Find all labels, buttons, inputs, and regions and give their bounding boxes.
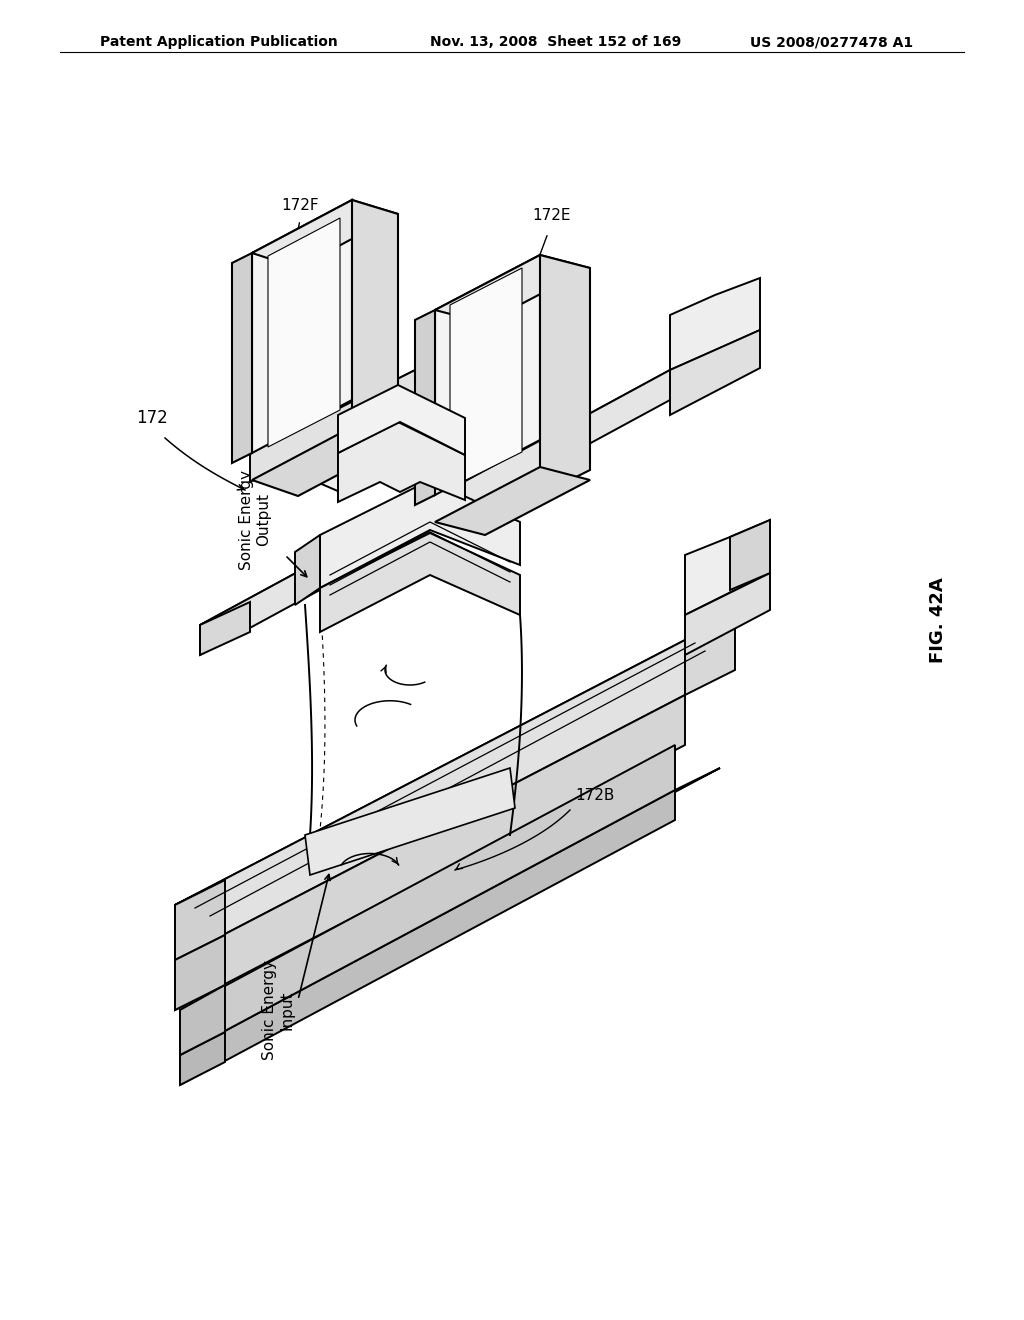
Text: Sonic Energy
Input: Sonic Energy Input — [262, 960, 294, 1060]
Polygon shape — [180, 1032, 225, 1085]
Polygon shape — [250, 345, 465, 482]
Text: 172A: 172A — [369, 562, 408, 578]
Polygon shape — [670, 279, 760, 370]
Polygon shape — [180, 985, 225, 1055]
Polygon shape — [252, 426, 398, 496]
Polygon shape — [435, 255, 590, 323]
Polygon shape — [232, 253, 252, 463]
Polygon shape — [338, 385, 465, 455]
Text: Patent Application Publication: Patent Application Publication — [100, 36, 338, 49]
Polygon shape — [435, 467, 590, 535]
Polygon shape — [200, 370, 670, 655]
Polygon shape — [252, 201, 352, 453]
Polygon shape — [670, 330, 760, 414]
Polygon shape — [175, 640, 685, 960]
Polygon shape — [175, 696, 685, 1010]
Text: FIG. 42A: FIG. 42A — [929, 577, 947, 663]
Polygon shape — [338, 422, 465, 502]
Polygon shape — [305, 768, 515, 875]
Polygon shape — [730, 520, 770, 590]
Polygon shape — [175, 935, 225, 1010]
Polygon shape — [295, 535, 319, 605]
Polygon shape — [435, 255, 540, 495]
Polygon shape — [685, 573, 770, 655]
Text: 172: 172 — [136, 409, 168, 426]
Polygon shape — [200, 348, 720, 624]
Text: Sonic Energy
Output: Sonic Energy Output — [239, 470, 271, 570]
Polygon shape — [319, 533, 520, 632]
Polygon shape — [250, 345, 555, 492]
Polygon shape — [685, 615, 735, 696]
Polygon shape — [252, 201, 398, 268]
Polygon shape — [180, 789, 675, 1085]
Polygon shape — [352, 201, 398, 453]
Polygon shape — [180, 744, 675, 1055]
Polygon shape — [268, 218, 340, 447]
Text: 172F: 172F — [282, 198, 318, 213]
Polygon shape — [180, 768, 720, 1055]
Polygon shape — [540, 255, 590, 495]
Polygon shape — [200, 602, 250, 655]
Polygon shape — [175, 880, 225, 960]
Text: US 2008/0277478 A1: US 2008/0277478 A1 — [750, 36, 913, 49]
Polygon shape — [450, 268, 522, 488]
Text: 172B: 172B — [575, 788, 614, 803]
Text: Nov. 13, 2008  Sheet 152 of 169: Nov. 13, 2008 Sheet 152 of 169 — [430, 36, 681, 49]
Polygon shape — [685, 520, 770, 615]
Polygon shape — [415, 310, 435, 506]
Polygon shape — [175, 615, 735, 906]
Text: 172E: 172E — [532, 207, 571, 223]
Polygon shape — [319, 480, 520, 587]
